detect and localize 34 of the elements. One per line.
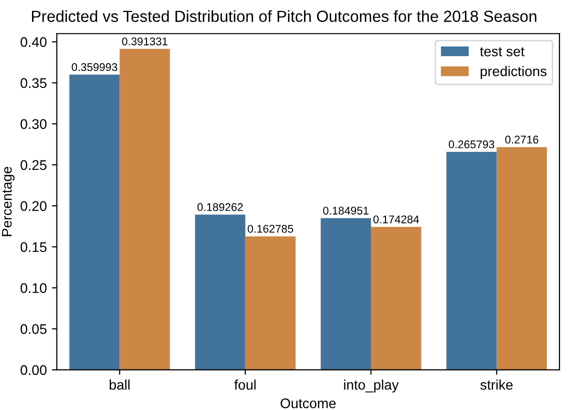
legend-label: test set bbox=[480, 47, 524, 56]
x-tick-label: ball bbox=[110, 380, 130, 390]
y-tick-label: 0.40 bbox=[20, 37, 47, 47]
y-tick-label: 0.15 bbox=[20, 242, 46, 252]
data-label: 0.174284 bbox=[373, 215, 419, 224]
data-label: 0.265793 bbox=[448, 140, 494, 148]
chart-title: Predicted vs Tested Distribution of Pitch Outcomes for the 2018 Season bbox=[32, 10, 536, 22]
data-label: 0.2716 bbox=[505, 136, 538, 144]
bar bbox=[195, 214, 246, 370]
y-tick-label: 0.05 bbox=[20, 324, 46, 334]
y-tick-label: 0.10 bbox=[20, 283, 47, 293]
x-tick-label: strike bbox=[480, 380, 513, 390]
bar bbox=[320, 218, 371, 370]
y-axis-title: Percentage bbox=[2, 166, 14, 236]
y-tick-label: 0.30 bbox=[20, 119, 47, 129]
x-axis-title: Outcome bbox=[280, 398, 336, 408]
data-label: 0.162785 bbox=[248, 224, 294, 233]
x-tick-label: into_play bbox=[344, 380, 399, 392]
y-tick-label: 0.25 bbox=[20, 160, 46, 170]
y-tick-label: 0.00 bbox=[20, 365, 47, 375]
data-label: 0.184951 bbox=[323, 206, 368, 215]
bar bbox=[370, 226, 422, 370]
bar bbox=[120, 48, 170, 370]
bar bbox=[245, 236, 296, 370]
y-tick-label: 0.20 bbox=[20, 201, 47, 211]
legend-label: predictions bbox=[480, 66, 546, 79]
x-tick-label: foul bbox=[234, 380, 256, 390]
y-tick-label: 0.35 bbox=[20, 78, 46, 88]
data-label: 0.189262 bbox=[197, 203, 243, 212]
bar bbox=[446, 152, 497, 370]
data-label: 0.391331 bbox=[122, 37, 168, 46]
bar bbox=[69, 74, 120, 370]
data-label: 0.359993 bbox=[72, 63, 118, 72]
bar bbox=[496, 147, 547, 370]
